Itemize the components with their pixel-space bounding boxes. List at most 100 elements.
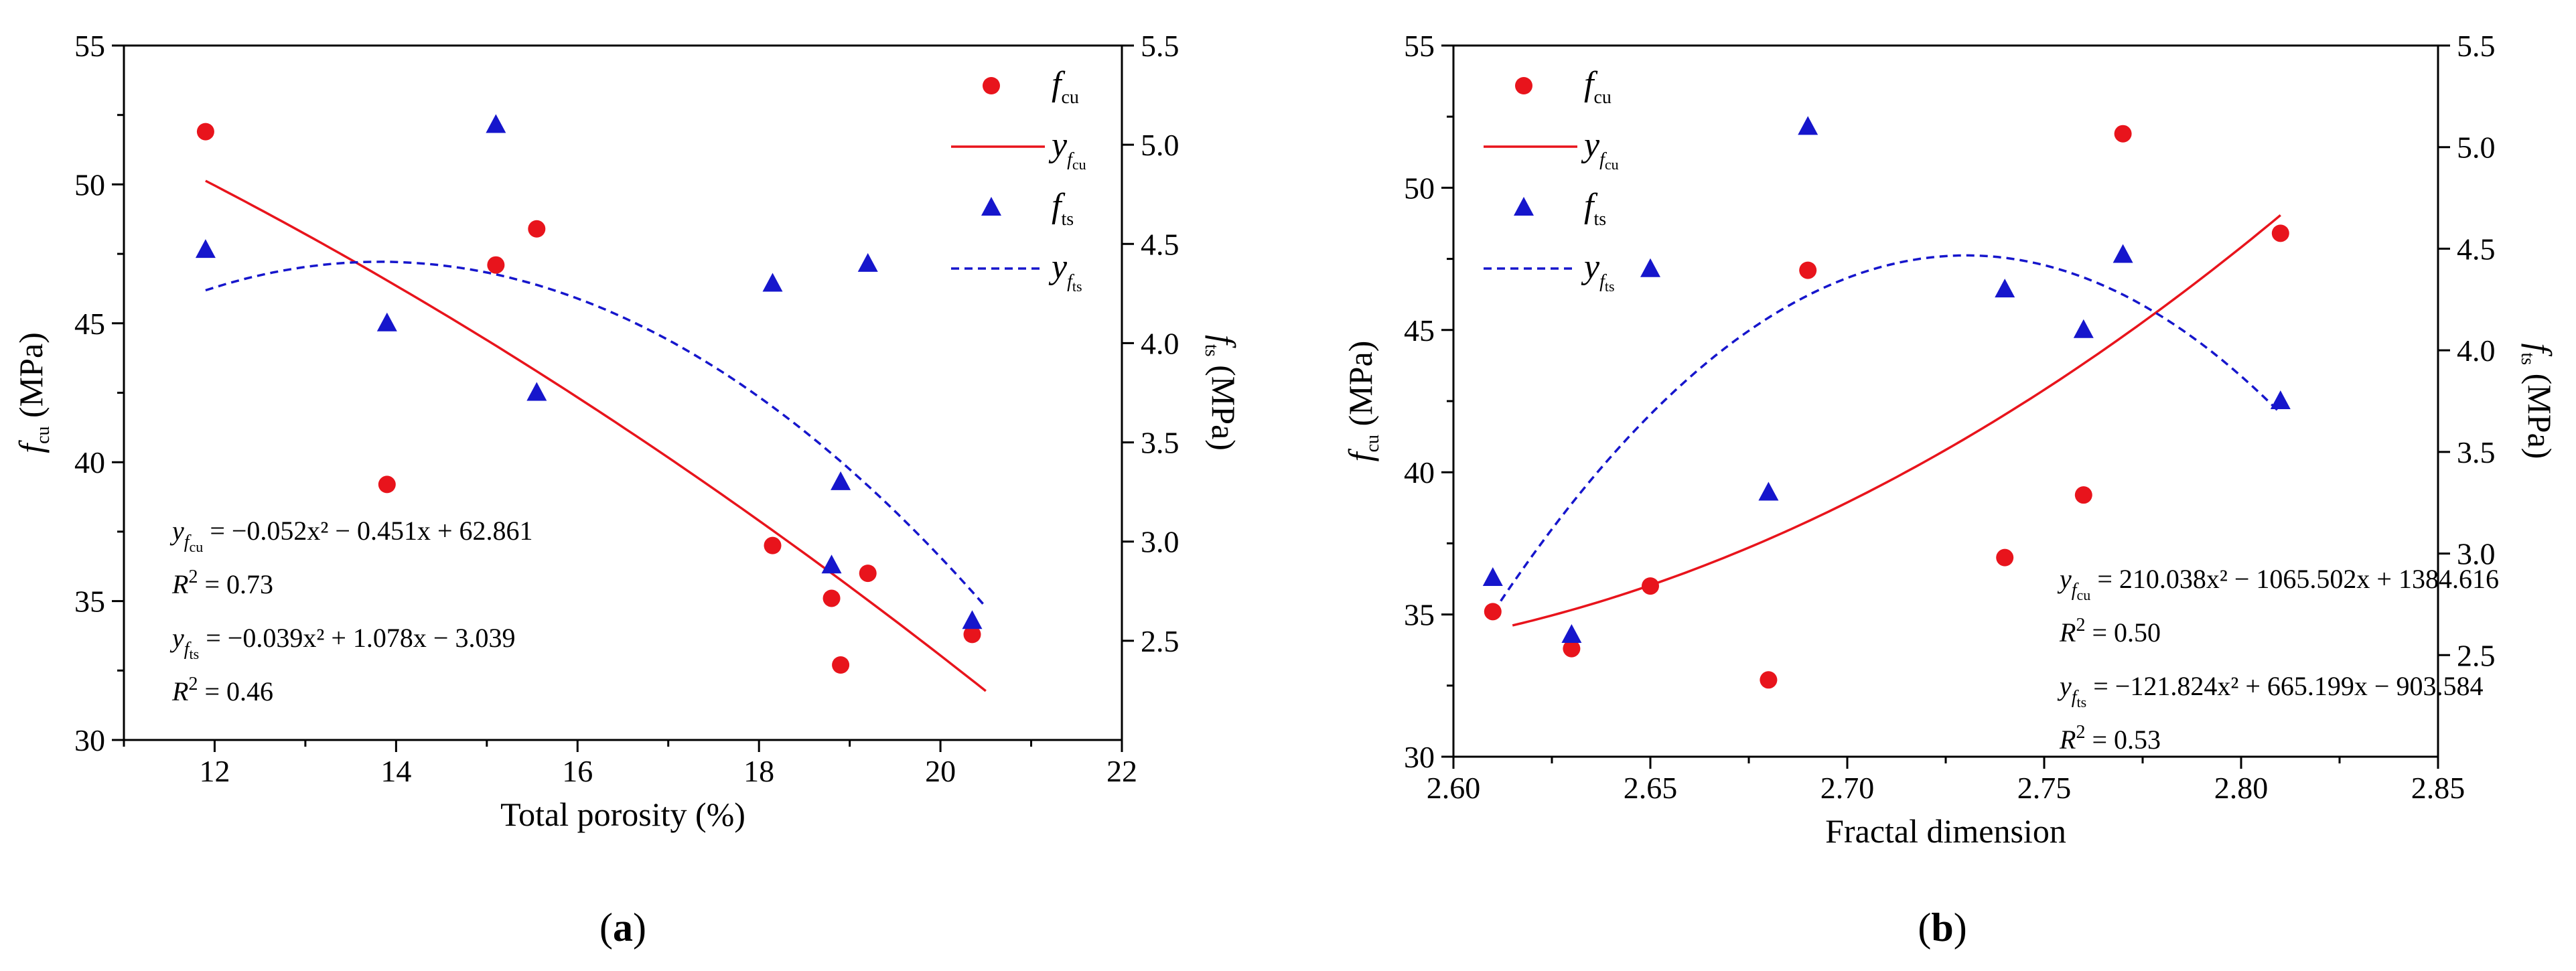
- x-tick-label: 22: [1106, 754, 1137, 788]
- y-left-axis-label: fcu (MPa): [12, 332, 54, 453]
- x-tick-label: 2.65: [1624, 771, 1678, 805]
- data-point-fcu: [764, 536, 782, 554]
- legend-label: fts: [1584, 187, 1606, 230]
- x-tick-label: 20: [925, 754, 956, 788]
- y-right-tick-label: 5.5: [2457, 29, 2496, 63]
- data-point-fts: [195, 239, 216, 258]
- fit-curve-fcu: [1512, 214, 2281, 627]
- x-tick-label: 2.75: [2017, 771, 2072, 805]
- equation-annotation: yfts = −121.824x² + 665.199x − 903.584: [2057, 671, 2483, 711]
- y-right-axis-label: fts (MPa): [1201, 335, 1242, 451]
- data-point-fts: [857, 252, 878, 272]
- y-right-tick-label: 4.5: [2457, 232, 2496, 266]
- data-point-fcu: [2074, 486, 2092, 504]
- fit-curve-fts: [1500, 254, 2282, 602]
- data-point-fcu: [832, 656, 850, 674]
- data-point-fts: [1482, 567, 1503, 586]
- y-right-tick-label: 3.5: [2457, 435, 2496, 469]
- data-point-fts: [376, 312, 397, 331]
- legend-label: fcu: [1052, 65, 1079, 108]
- x-tick-label: 14: [380, 754, 411, 788]
- y-left-tick-label: 55: [74, 29, 105, 63]
- chart-panel-b: 2.60 2.65 2.70 2.75 2.80 2.85 30 35 40 45 50 55 2.5 3…: [1342, 29, 2559, 950]
- y-right-tick-label: 5.5: [1141, 29, 1179, 63]
- legend-label: fcu: [1584, 65, 1612, 108]
- x-axis-label: Total porosity (%): [500, 796, 745, 833]
- data-point-fts: [962, 610, 983, 629]
- data-point-fcu: [487, 256, 505, 274]
- data-point-fcu: [2114, 125, 2132, 143]
- data-point-fcu: [1642, 577, 1659, 595]
- x-tick-label: 2.60: [1427, 771, 1481, 805]
- data-point-fts: [1798, 116, 1818, 135]
- equation-annotation: R2 = 0.53: [2059, 722, 2161, 755]
- data-point-fts: [831, 471, 851, 490]
- data-point-fts: [526, 382, 547, 401]
- legend-label: yfts: [1048, 248, 1082, 295]
- y-right-tick-label: 3.0: [1141, 525, 1179, 559]
- legend-marker-fts: [981, 197, 1001, 216]
- equation-annotation: R2 = 0.50: [2059, 615, 2161, 648]
- data-point-fcu: [859, 565, 877, 583]
- fit-curve-fcu: [205, 179, 987, 692]
- equation-annotation: yfts = −0.039x² + 1.078x − 3.039: [169, 623, 515, 662]
- data-point-fts: [2113, 244, 2133, 263]
- y-left-tick-label: 50: [1404, 171, 1435, 205]
- x-tick-label: 12: [199, 754, 230, 788]
- data-point-fcu: [378, 475, 396, 494]
- y-left-axis-label: fcu (MPa): [1342, 341, 1383, 462]
- y-left-tick-label: 30: [1404, 740, 1435, 774]
- panel-caption: (a): [599, 905, 646, 950]
- data-point-fcu: [1484, 603, 1502, 621]
- data-point-fcu: [528, 220, 546, 238]
- legend-marker-fcu: [983, 77, 1000, 94]
- data-point-fcu: [196, 123, 214, 141]
- y-left-tick-label: 45: [1404, 313, 1435, 348]
- y-right-tick-label: 2.5: [1141, 624, 1179, 658]
- data-point-fcu: [963, 625, 981, 644]
- fit-curve-fts: [205, 260, 987, 608]
- x-tick-label: 18: [743, 754, 774, 788]
- data-point-fts: [762, 273, 783, 292]
- panel-caption: (b): [1918, 905, 1966, 950]
- data-point-fts: [1561, 623, 1582, 643]
- legend-label: yfcu: [1581, 126, 1619, 173]
- data-point-fts: [1758, 481, 1779, 501]
- y-right-tick-label: 4.0: [1141, 326, 1179, 360]
- data-point-fts: [2270, 390, 2291, 409]
- x-tick-label: 2.80: [2214, 771, 2269, 805]
- data-point-fts: [486, 114, 506, 133]
- data-point-fcu: [1563, 640, 1581, 658]
- data-point-fcu: [1760, 671, 1778, 689]
- y-left-tick-label: 55: [1404, 29, 1435, 63]
- data-point-fts: [821, 554, 842, 574]
- y-right-axis-label: fts (MPa): [2517, 344, 2559, 459]
- data-point-fcu: [1799, 261, 1817, 279]
- y-left-tick-label: 40: [1404, 455, 1435, 490]
- data-point-fts: [2073, 319, 2094, 338]
- y-right-tick-label: 4.5: [1141, 227, 1179, 261]
- y-left-tick-label: 50: [74, 167, 105, 202]
- legend-marker-fts: [1514, 197, 1534, 216]
- data-point-fcu: [1996, 548, 2014, 567]
- data-point-fts: [1640, 258, 1660, 277]
- y-right-tick-label: 4.0: [2457, 333, 2496, 368]
- equation-annotation: yfcu = −0.052x² − 0.451x + 62.861: [169, 516, 533, 555]
- y-right-tick-label: 3.0: [2457, 537, 2496, 571]
- legend-label: yfts: [1581, 248, 1615, 295]
- legend-label: yfcu: [1048, 126, 1086, 173]
- y-right-tick-label: 5.0: [2457, 131, 2496, 165]
- y-right-tick-label: 2.5: [2457, 638, 2496, 672]
- y-right-tick-label: 3.5: [1141, 426, 1179, 460]
- y-left-tick-label: 30: [74, 723, 105, 757]
- y-right-tick-label: 5.0: [1141, 128, 1179, 162]
- data-point-fcu: [2271, 224, 2289, 242]
- y-left-tick-label: 45: [74, 307, 105, 341]
- y-left-tick-label: 35: [74, 585, 105, 619]
- y-left-tick-label: 35: [1404, 598, 1435, 632]
- equation-annotation: yfcu = 210.038x² − 1065.502x + 1384.616: [2057, 564, 2499, 603]
- data-point-fts: [1995, 279, 2015, 298]
- equation-annotation: R2 = 0.46: [171, 674, 273, 706]
- data-point-fcu: [822, 589, 841, 607]
